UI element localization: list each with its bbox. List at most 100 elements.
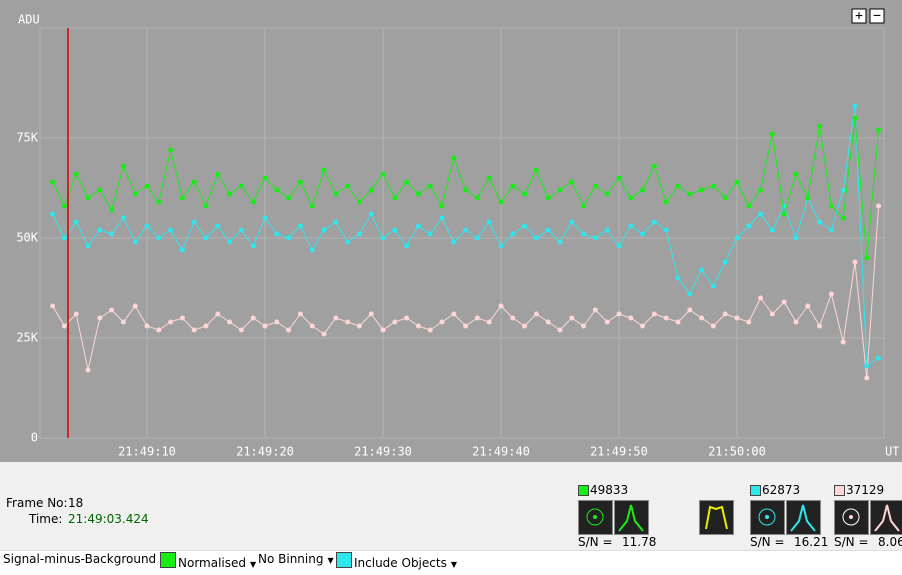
data-point [238,227,244,233]
data-point [628,315,634,321]
data-point [203,203,209,209]
data-point [392,195,398,201]
data-point [640,231,646,237]
data-point [427,231,433,237]
data-point [97,315,103,321]
data-point [97,227,103,233]
data-point [569,219,575,225]
data-point [675,183,681,189]
data-point [722,195,728,201]
data-point [250,315,256,321]
data-point [569,179,575,185]
time-label: Time: [29,512,63,526]
data-point [876,127,882,133]
y-tick-label: 50K [16,231,38,245]
data-point [687,191,693,197]
x-tick-label: 21:50:00 [708,445,766,459]
data-point [746,319,752,325]
data-point [297,311,303,317]
data-point [132,303,138,309]
data-point [710,183,716,189]
data-point [474,235,480,241]
data-point [616,311,622,317]
data-point [120,215,126,221]
data-point [734,315,740,321]
data-point [687,291,693,297]
data-point [215,311,221,317]
data-point [109,307,115,313]
toolbar-dropdown[interactable]: Signal-minus-Background▼ [3,552,166,566]
zoom-in-button[interactable] [851,8,867,24]
toolbar-dropdown[interactable]: Normalised ▼ [160,552,256,570]
data-point [309,323,315,329]
data-point [793,171,799,177]
data-point [215,171,221,177]
data-point [286,195,292,201]
data-point [156,235,162,241]
sn-value: 11.78 [622,535,657,549]
data-point [828,227,834,233]
data-point [120,319,126,325]
data-point [61,203,67,209]
data-point [392,227,398,233]
x-tick-label: 21:49:40 [472,445,530,459]
data-point [61,235,67,241]
data-point [345,183,351,189]
data-point [522,223,528,229]
data-point [486,175,492,181]
data-point [168,227,174,233]
toolbar-label: Normalised [178,556,247,570]
data-point [203,323,209,329]
data-point [274,231,280,237]
sn-value: 8.06 [878,535,902,549]
data-point [758,211,764,217]
frame-label: Frame No: [6,496,68,510]
x-tick-label: 21:49:20 [236,445,294,459]
data-point [781,299,787,305]
data-point [168,319,174,325]
data-point [73,171,79,177]
data-point [805,303,811,309]
data-point [769,227,775,233]
data-point [628,223,634,229]
data-point [498,243,504,249]
data-point [758,187,764,193]
data-point [297,179,303,185]
data-point [758,295,764,301]
toolbar-label: No Binning [258,552,324,566]
data-point [321,167,327,173]
data-point [651,311,657,317]
data-point [238,183,244,189]
data-point [604,227,610,233]
data-point [309,247,315,253]
data-point [321,331,327,337]
data-point [699,187,705,193]
data-point [722,259,728,265]
data-point [50,303,56,309]
data-point [451,239,457,245]
data-point [451,311,457,317]
thumbnail [614,500,649,535]
data-point [533,235,539,241]
data-point [616,243,622,249]
thumbnail [786,500,821,535]
zoom-out-button[interactable] [869,8,885,24]
dropdown-arrow: ▼ [250,560,257,569]
data-point [663,227,669,233]
data-point [828,291,834,297]
data-point [415,191,421,197]
data-point [439,215,445,221]
y-tick-label: 75K [16,131,38,145]
toolbar-dropdown[interactable]: Include Objects ▼ [336,552,457,570]
data-point [628,195,634,201]
data-point [463,187,469,193]
data-point [179,247,185,253]
data-point [864,375,870,381]
toolbar-label: Include Objects [354,556,447,570]
toolbar-dropdown[interactable]: No Binning ▼ [258,552,334,566]
data-point [651,163,657,169]
data-point [168,147,174,153]
data-point [85,243,91,249]
data-point [592,235,598,241]
data-point [439,203,445,209]
